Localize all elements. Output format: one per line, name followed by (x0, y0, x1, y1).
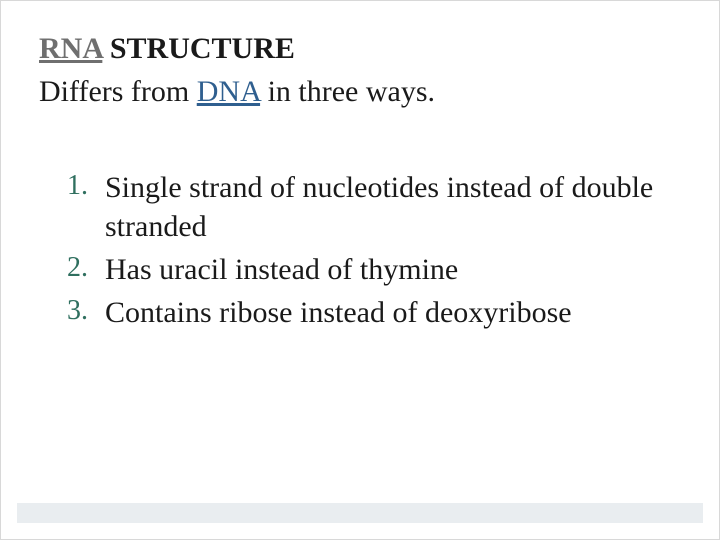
list-item: Contains ribose instead of deoxyribose (67, 293, 681, 332)
subtitle-prefix: Differs from (39, 75, 197, 108)
differences-list: Single strand of nucleotides instead of … (39, 168, 681, 332)
subtitle-dna: DNA (197, 75, 260, 108)
subtitle-suffix: in three ways. (260, 75, 435, 108)
slide-subtitle: Differs from DNA in three ways. (39, 72, 681, 113)
title-structure: STRUCTURE (102, 32, 295, 65)
list-item-text: Single strand of nucleotides instead of … (105, 171, 653, 243)
slide-title: RNA STRUCTURE (39, 29, 681, 70)
slide-container: RNA STRUCTURE Differs from DNA in three … (0, 0, 720, 540)
list-item-text: Has uracil instead of thymine (105, 253, 458, 286)
list-item: Single strand of nucleotides instead of … (67, 168, 681, 246)
title-rna: RNA (39, 32, 102, 65)
footer-bar (17, 503, 703, 523)
list-item: Has uracil instead of thymine (67, 250, 681, 289)
list-item-text: Contains ribose instead of deoxyribose (105, 296, 572, 329)
